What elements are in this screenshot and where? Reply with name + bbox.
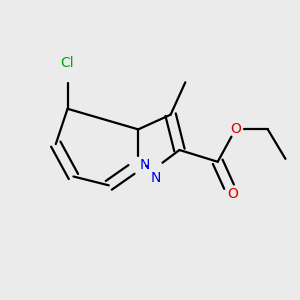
Text: N: N xyxy=(151,171,161,184)
Text: O: O xyxy=(227,187,238,201)
Text: N: N xyxy=(140,158,150,172)
Text: Cl: Cl xyxy=(61,56,74,70)
Text: O: O xyxy=(230,122,241,136)
